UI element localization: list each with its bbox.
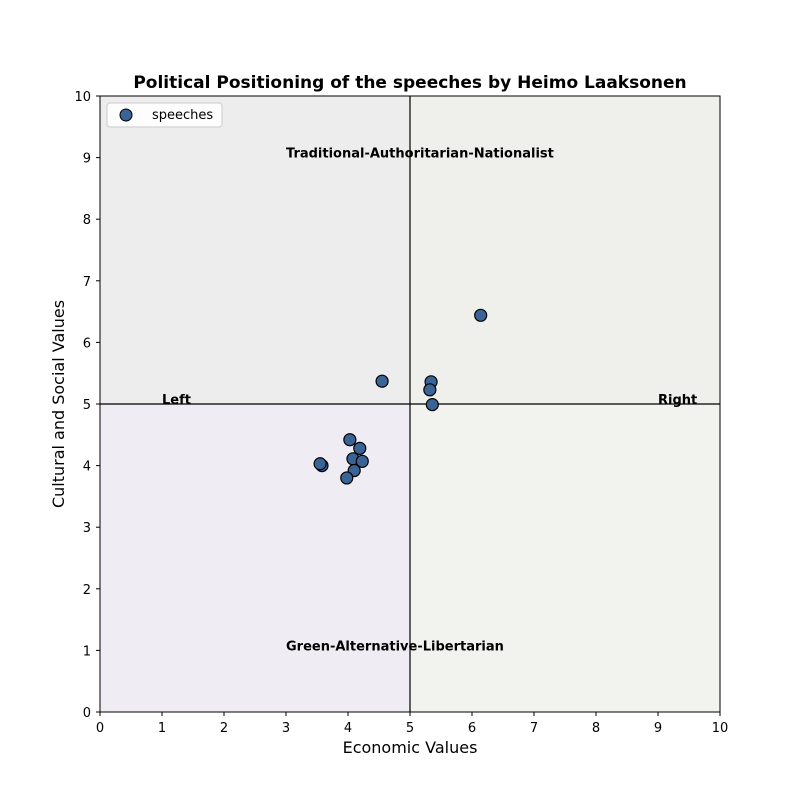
data-point — [340, 471, 354, 485]
data-point — [425, 398, 439, 412]
x-tick-label: 5 — [406, 721, 414, 736]
quadrant-annotations: Traditional-Authoritarian-Nationalist Gre… — [162, 147, 697, 655]
legend-label: speeches — [152, 108, 213, 123]
data-point — [355, 454, 369, 468]
quadrant-bottom-right — [410, 404, 720, 712]
quadrant-top-left — [100, 96, 410, 404]
x-axis-label: Economic Values — [343, 738, 478, 757]
x-tick-label: 8 — [592, 721, 600, 736]
quadrant-annotation: Right — [658, 393, 697, 408]
x-tick-label: 6 — [468, 721, 476, 736]
data-point — [375, 374, 389, 388]
x-tick-label: 4 — [344, 721, 352, 736]
data-point — [474, 308, 488, 322]
data-points — [313, 308, 488, 485]
data-point — [353, 441, 367, 455]
x-tick-label: 3 — [282, 721, 290, 736]
y-tick-label: 7 — [83, 275, 91, 290]
x-tick-label: 7 — [530, 721, 538, 736]
y-tick-label: 9 — [83, 152, 91, 167]
y-tick-label: 3 — [83, 521, 91, 536]
quadrant-top-right — [410, 96, 720, 404]
x-tick-label: 2 — [220, 721, 228, 736]
y-tick-label: 10 — [74, 90, 91, 105]
quadrant-annotation: Traditional-Authoritarian-Nationalist — [286, 147, 554, 162]
y-axis-ticks: 0 1 2 3 4 5 6 7 8 9 10 — [74, 90, 100, 721]
chart-title: Political Positioning of the speeches by… — [133, 73, 686, 93]
x-tick-label: 1 — [158, 721, 166, 736]
x-tick-label: 0 — [96, 721, 104, 736]
y-tick-label: 8 — [83, 213, 91, 228]
y-axis-label: Cultural and Social Values — [49, 300, 68, 508]
quadrant-annotation: Left — [162, 393, 191, 408]
legend: speeches — [106, 102, 223, 128]
quadrant-backgrounds — [100, 96, 720, 712]
legend-frame — [106, 102, 223, 128]
y-tick-label: 6 — [83, 336, 91, 351]
y-tick-label: 5 — [83, 398, 91, 413]
y-tick-label: 4 — [83, 460, 91, 475]
y-tick-label: 2 — [83, 583, 91, 598]
x-tick-label: 9 — [654, 721, 662, 736]
y-tick-label: 1 — [83, 644, 91, 659]
data-point — [343, 433, 357, 447]
data-point — [313, 457, 327, 471]
y-tick-label: 0 — [83, 706, 91, 721]
legend-marker — [119, 108, 133, 122]
x-tick-label: 10 — [712, 721, 729, 736]
data-point — [423, 383, 437, 397]
x-axis-ticks: 0 1 2 3 4 5 6 7 8 9 10 — [96, 712, 728, 736]
center-lines — [100, 96, 720, 712]
quadrant-annotation: Green-Alternative-Libertarian — [286, 639, 504, 654]
